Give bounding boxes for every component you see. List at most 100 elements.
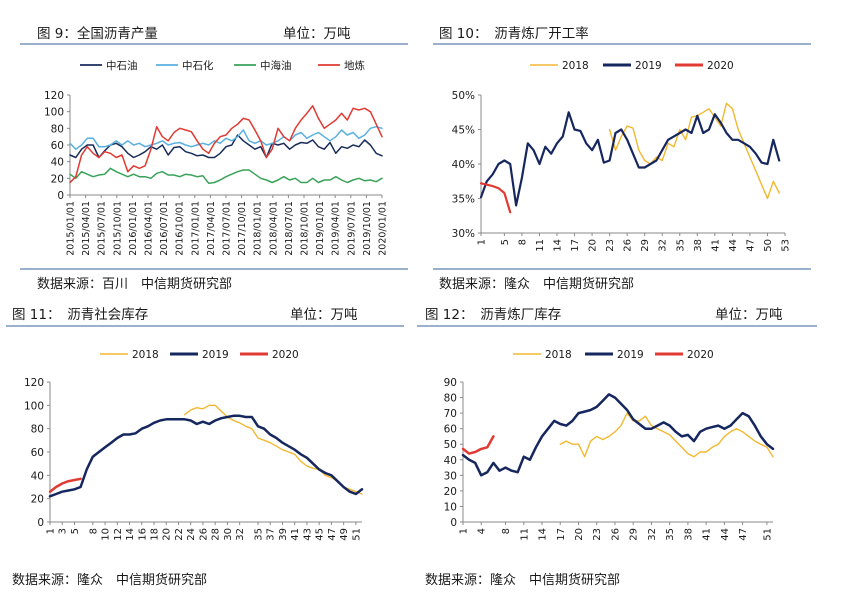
title-rule [20,43,408,45]
series-line-中石化 [69,125,383,150]
x-tick-label: 2017/01/01 [190,201,201,256]
x-tick-label: 35 [665,528,676,541]
x-tick-label: 2018/04/01 [268,201,279,256]
x-tick-label: 51 [762,528,773,541]
x-tick-label: 20 [574,528,585,541]
y-tick-label: 0 [57,190,64,202]
legend-label: 2018 [545,349,572,361]
x-tick-label: 51 [351,528,362,541]
x-tick-label: 17 [570,239,581,252]
y-tick-label: 10 [444,501,457,513]
x-tick-label: 35 [675,239,686,252]
x-tick-label: 4 [477,528,488,534]
x-tick-label: 11 [519,528,530,541]
x-tick-label: 2017/07/01 [222,201,233,256]
source-rule [433,268,811,270]
y-tick-label: 60 [444,424,457,436]
series-line-2020 [48,477,82,493]
chart-title: 图 9：全国沥青产量 [37,26,158,42]
x-tick-label: 26 [198,528,209,541]
x-tick-label: 20 [588,239,599,252]
series-line-2020 [479,182,512,214]
y-tick-label: 20 [444,486,457,498]
y-tick-label: 120 [44,90,64,102]
x-tick-label: 2020/01/01 [378,201,389,256]
x-tick-label: 2015/04/01 [81,201,92,256]
x-tick-label: 37 [266,528,277,541]
x-tick-label: 39 [278,528,289,541]
panel-production: 图 9：全国沥青产量 单位：万吨 0 20 40 60 80 100 120 2015/01/… [0,0,425,298]
x-tick-label: 2018/07/01 [284,201,295,256]
x-tick-label: 1 [477,239,488,245]
y-tick-label: 120 [24,377,44,389]
y-tick-label: 20 [51,173,64,185]
x-tick-label: 50 [763,239,774,252]
y-tick-label: 35% [452,194,475,206]
x-tick-label: 2016/04/01 [144,201,155,256]
x-tick-label: 14 [538,528,549,541]
legend-label: 中海油 [260,59,292,72]
series-line-2018 [559,412,774,458]
chart-title: 图 12： 沥青炼厂库存 [425,307,562,323]
chart-title: 图 10： 沥青炼厂开工率 [439,26,589,42]
panel-social-inventory: 图 11： 沥青社会库存 单位：万吨 0 20 40 60 80 100 120 1 3 5 8 10… [0,298,425,596]
x-tick-label: 41 [290,528,301,541]
x-tick-label: 2015/10/01 [112,201,123,256]
series-line-2020 [461,435,495,455]
y-tick-label: 80 [31,424,44,436]
legend-label: 地炼 [344,59,365,72]
x-tick-label: 24 [186,528,197,541]
x-tick-label: 47 [738,528,749,541]
x-tick-label: 18 [150,528,161,541]
x-tick-label: 26 [623,239,634,252]
series-line-2019 [461,393,775,477]
x-tick-label: 14 [553,239,564,252]
y-tick-label: 80 [444,393,457,405]
x-tick-label: 2015/01/01 [66,201,77,256]
legend-label: 2020 [687,349,714,361]
panel-refinery-inventory: 图 12： 沥青炼厂库存 单位：万吨 0 10 20 30 40 50 60 70 80 90 1 4… [417,298,850,596]
legend-label: 2018 [132,349,159,361]
data-source: 数据来源：百川 中信期货研究部 [37,277,233,292]
y-tick-label: 45% [452,125,475,137]
title-rule [433,43,811,45]
x-tick-label: 8 [88,528,99,534]
x-tick-label: 32 [647,528,658,541]
x-tick-label: 32 [235,528,246,541]
chart-unit: 单位：万吨 [283,26,351,42]
y-tick-label: 60 [51,140,64,152]
x-tick-label: 23 [592,528,603,541]
x-tick-label: 17 [556,528,567,541]
x-tick-label: 1 [46,528,57,534]
x-tick-label: 38 [693,239,704,252]
y-tick-label: 80 [51,123,64,135]
x-tick-label: 45 [315,528,326,541]
x-tick-label: 5 [500,239,511,245]
series-line-中海油 [69,167,383,185]
series-line-2019 [479,111,781,207]
legend-label: 2020 [272,349,299,361]
x-tick-label: 53 [781,239,792,252]
y-tick-label: 60 [31,447,44,459]
chart-operating-rate: 30% 35% 40% 45% 50% 1 5 8 11 14 17 20 23 26 29 32 35 38 41… [452,60,792,252]
legend-label: 中石化 [182,59,214,72]
x-tick-label: 2017/10/01 [237,201,248,256]
source-rule [20,268,408,270]
y-tick-label: 50 [444,439,457,451]
x-tick-label: 41 [702,528,713,541]
x-tick-label: 44 [728,239,739,252]
x-tick-label: 2016/01/01 [128,201,139,256]
x-tick-label: 35 [254,528,265,541]
x-tick-label: 2019/10/01 [362,201,373,256]
x-tick-label: 38 [683,528,694,541]
y-tick-label: 90 [444,377,457,389]
y-tick-label: 20 [31,494,44,506]
x-tick-label: 47 [745,239,756,252]
y-tick-label: 40 [444,455,457,467]
x-tick-label: 41 [710,239,721,252]
series-line-2018 [183,404,363,495]
x-tick-label: 8 [501,528,512,534]
x-tick-label: 44 [720,528,731,541]
